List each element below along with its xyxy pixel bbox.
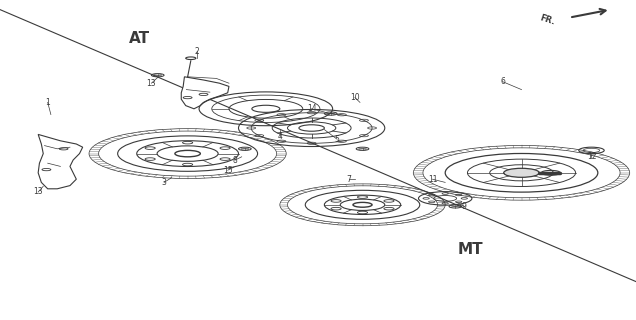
Text: 8: 8 (233, 156, 238, 164)
Text: 5: 5 (335, 135, 340, 144)
Text: MT: MT (458, 242, 483, 257)
Text: 13: 13 (146, 79, 156, 88)
Text: 4: 4 (277, 132, 282, 140)
Text: 12: 12 (587, 152, 596, 161)
Text: 6: 6 (500, 77, 505, 86)
Text: 7: 7 (346, 175, 351, 184)
Text: 10: 10 (350, 93, 360, 102)
Text: 15: 15 (223, 166, 233, 175)
Text: 1: 1 (45, 98, 50, 107)
Ellipse shape (504, 168, 539, 177)
Text: FR.: FR. (539, 13, 556, 27)
Text: 3: 3 (162, 178, 167, 187)
Text: AT: AT (129, 31, 151, 46)
Text: 11: 11 (428, 175, 437, 184)
Text: 2: 2 (195, 47, 200, 56)
Polygon shape (181, 77, 229, 109)
Text: 14: 14 (307, 104, 317, 113)
Polygon shape (38, 134, 83, 189)
Text: 9: 9 (462, 202, 467, 211)
Text: 13: 13 (33, 188, 43, 196)
